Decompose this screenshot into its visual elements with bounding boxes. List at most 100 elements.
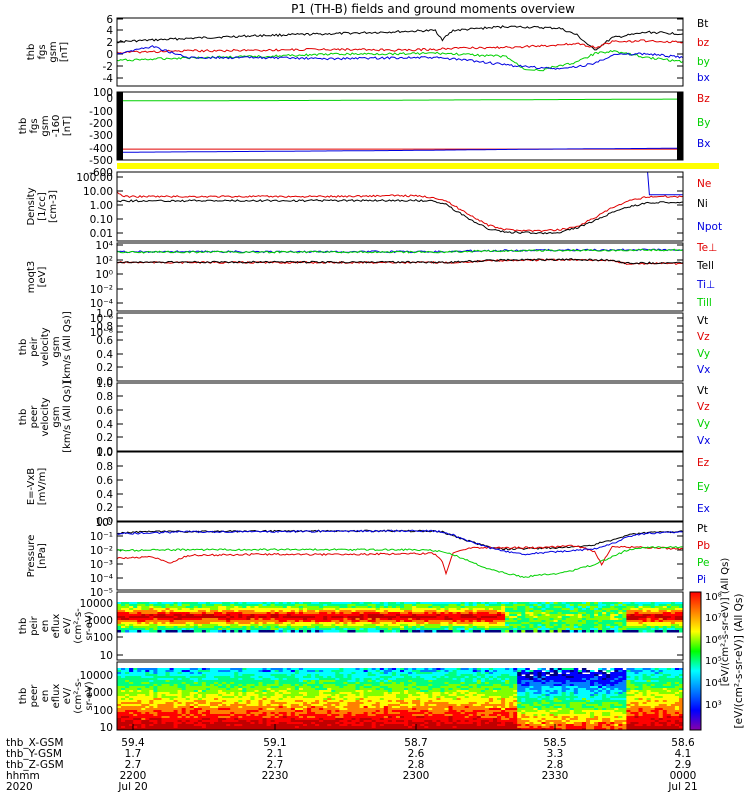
- spectrogram-cell: [298, 714, 304, 717]
- spectrogram-cell: [133, 682, 138, 685]
- spectrogram-cell: [440, 674, 445, 677]
- spectrogram-cell: [408, 700, 413, 703]
- spectrogram-cell: [339, 606, 344, 609]
- y-tick-label: 10⁰: [95, 269, 113, 281]
- spectrogram-cell: [420, 610, 425, 613]
- spectrogram-cell: [347, 702, 352, 705]
- spectrogram-cell: [258, 702, 263, 705]
- spectrogram-cell: [193, 614, 199, 617]
- spectrogram-cell: [250, 690, 255, 693]
- spectrogram-cell: [488, 612, 494, 615]
- spectrogram-cell: [355, 628, 360, 631]
- spectrogram-cell: [460, 616, 466, 619]
- spectrogram-cell: [606, 628, 611, 631]
- spectrogram-cell: [173, 682, 179, 685]
- spectrogram-cell: [177, 630, 183, 633]
- spectrogram-cell: [428, 684, 433, 687]
- spectrogram-cell: [387, 722, 393, 725]
- spectrogram-cell: [606, 624, 611, 627]
- spectrogram-cell: [416, 680, 421, 683]
- spectrogram-cell: [400, 608, 405, 611]
- spectrogram-cell: [387, 608, 393, 611]
- spectrogram-cell: [246, 618, 251, 621]
- spectrogram-cell: [246, 690, 251, 693]
- spectrogram-cell: [379, 614, 385, 617]
- spectrogram-cell: [185, 720, 191, 723]
- spectrogram-cell: [303, 726, 308, 729]
- spectrogram-cell: [674, 622, 680, 625]
- spectrogram-cell: [436, 726, 441, 729]
- spectrogram-cell: [294, 702, 300, 705]
- spectrogram-cell: [125, 610, 130, 613]
- spectrogram-cell: [331, 708, 336, 711]
- spectrogram-cell: [618, 628, 623, 631]
- spectrogram-cell: [210, 606, 215, 609]
- spectrogram-cell: [351, 696, 356, 699]
- spectrogram-cell: [270, 608, 276, 611]
- spectrogram-cell: [444, 726, 449, 729]
- spectrogram-cell: [335, 722, 340, 725]
- spectrogram-cell: [222, 608, 227, 611]
- spectrogram-cell: [638, 630, 643, 633]
- spectrogram-cell: [428, 670, 433, 673]
- spectrogram-cell: [181, 682, 187, 685]
- spectrogram-cell: [226, 712, 231, 715]
- spectrogram-cell: [391, 726, 397, 729]
- spectrogram-cell: [505, 624, 510, 627]
- spectrogram-cell: [594, 614, 599, 617]
- spectrogram-cell: [383, 694, 389, 697]
- spectrogram-cell: [270, 680, 276, 683]
- spectrogram-cell: [274, 704, 280, 707]
- spectrogram-cell: [173, 676, 179, 679]
- legend-entry: Ni: [697, 198, 708, 210]
- spectrogram-cell: [286, 682, 292, 685]
- spectrogram-cell: [561, 626, 567, 629]
- spectrogram-cell: [258, 618, 263, 621]
- spectrogram-cell: [359, 698, 365, 701]
- spectrogram-cell: [278, 604, 284, 607]
- spectrogram-cell: [327, 602, 332, 605]
- spectrogram-cell: [214, 726, 219, 729]
- spectrogram-cell: [121, 630, 126, 633]
- spectrogram-cell: [416, 700, 421, 703]
- spectrogram-cell: [137, 628, 142, 631]
- spectrogram-cell: [125, 604, 130, 607]
- spectrogram-cell: [214, 682, 219, 685]
- spectrogram-cell: [375, 686, 381, 689]
- spectrogram-cell: [161, 684, 166, 687]
- spectrogram-cell: [173, 620, 179, 623]
- spectrogram-cell: [270, 676, 276, 679]
- spectrogram-cell: [359, 614, 365, 617]
- spectrogram-cell: [185, 610, 191, 613]
- ylabel-line: velocity: [40, 397, 51, 436]
- spectrogram-cell: [408, 688, 413, 691]
- spectrogram-cell: [549, 602, 555, 605]
- spectrogram-cell: [238, 684, 243, 687]
- spectrogram-cell: [436, 608, 441, 611]
- spectrogram-cell: [319, 602, 324, 605]
- spectrogram-cell: [432, 618, 437, 621]
- spectrogram-cell: [177, 728, 183, 731]
- spectrogram-cell: [654, 602, 660, 605]
- spectrogram-cell: [375, 726, 381, 729]
- spectrogram-cell: [319, 608, 324, 611]
- spectrogram-cell: [238, 716, 243, 719]
- spectrogram-cell: [290, 670, 296, 673]
- spectrogram-cell: [173, 698, 179, 701]
- spectrogram-cell: [634, 610, 639, 613]
- spectrogram-cell: [375, 694, 381, 697]
- spectrogram-cell: [230, 720, 235, 723]
- spectrogram-cell: [428, 686, 433, 689]
- spectrogram-cell: [311, 684, 316, 687]
- spectrogram-cell: [157, 712, 162, 715]
- spectrogram-cell: [230, 686, 235, 689]
- spectrogram-cell: [351, 622, 356, 625]
- spectrogram-cell: [658, 614, 664, 617]
- spectrogram-cell: [387, 710, 393, 713]
- spectrogram-cell: [404, 680, 409, 683]
- spectrogram-cell: [400, 702, 405, 705]
- spectrogram-cell: [218, 692, 223, 695]
- spectrogram-cell: [226, 610, 231, 613]
- spectrogram-cell: [218, 706, 223, 709]
- spectrogram-cell: [404, 622, 409, 625]
